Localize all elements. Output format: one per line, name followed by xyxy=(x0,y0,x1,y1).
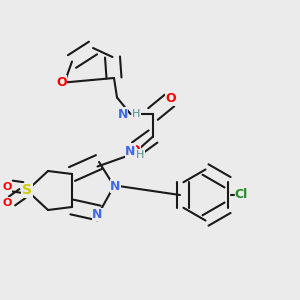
Text: O: O xyxy=(3,197,12,208)
Text: N: N xyxy=(110,179,121,193)
Text: O: O xyxy=(3,182,12,193)
Text: N: N xyxy=(92,208,103,221)
Text: N: N xyxy=(125,145,136,158)
Text: O: O xyxy=(166,92,176,106)
Text: H: H xyxy=(132,109,140,119)
Text: S: S xyxy=(22,184,32,197)
Text: Cl: Cl xyxy=(235,188,248,202)
Text: O: O xyxy=(56,76,67,89)
Text: H: H xyxy=(136,149,145,160)
Text: O: O xyxy=(130,143,140,157)
Text: N: N xyxy=(118,107,128,121)
